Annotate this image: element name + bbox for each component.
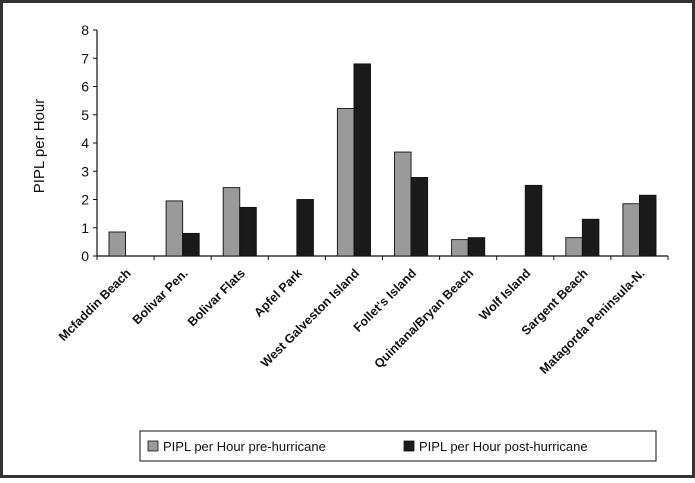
bar-post-hurricane	[524, 184, 543, 257]
bar-pre-hurricane	[108, 231, 126, 257]
bars	[108, 63, 657, 257]
bar-pre-hurricane	[622, 203, 640, 257]
bar-pre-hurricane	[336, 108, 355, 257]
y-tick-label: 6	[81, 79, 89, 95]
legend-label-post: PIPL per Hour post-hurricane	[419, 439, 588, 454]
legend: PIPL per Hour pre-hurricane PIPL per Hou…	[139, 430, 657, 462]
bar-pre-hurricane	[222, 187, 241, 257]
y-tick-label: 1	[81, 220, 89, 236]
y-tick-label: 5	[81, 107, 89, 123]
bar-pre-hurricane	[565, 237, 583, 257]
y-tick-label: 3	[81, 163, 89, 179]
bar-pre-hurricane	[451, 239, 469, 257]
y-tick-label: 4	[81, 135, 89, 151]
y-tick-label: 2	[81, 192, 89, 208]
y-tick-label: 7	[81, 50, 89, 66]
bar-post-hurricane	[239, 206, 257, 257]
bar-post-hurricane	[639, 194, 657, 257]
legend-label-pre: PIPL per Hour pre-hurricane	[163, 439, 326, 454]
y-tick-label: 0	[81, 248, 89, 264]
legend-swatch-post	[403, 440, 415, 452]
y-tick-label: 8	[81, 22, 89, 38]
bar-post-hurricane	[353, 63, 371, 257]
bar-post-hurricane	[581, 218, 600, 257]
bar-post-hurricane	[296, 199, 314, 257]
legend-box	[139, 430, 657, 462]
bar-post-hurricane	[182, 232, 200, 257]
bar-post-hurricane	[410, 177, 429, 257]
bar-pre-hurricane	[165, 200, 184, 257]
y-tick-labels: 0 1 2 3 4 5 6 7 8	[81, 22, 89, 264]
y-axis-title: PIPL per Hour	[31, 99, 48, 194]
bar-pre-hurricane	[394, 151, 412, 257]
bar-post-hurricane	[467, 237, 486, 257]
legend-swatch-pre	[147, 440, 159, 452]
